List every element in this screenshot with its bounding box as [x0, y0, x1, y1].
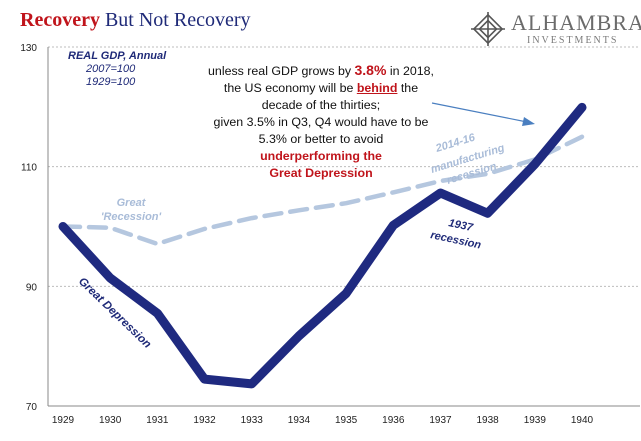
note-line3: decade of the thirties;	[261, 98, 381, 112]
note-line2-pre: the US economy will be	[223, 81, 357, 95]
series-line-great-recession	[60, 134, 585, 247]
note-line1-pre: unless real GDP grows by	[208, 64, 355, 78]
axes: 70 90 110 130 1929 1930 1931 1932 1933 1934 1935 19…	[20, 43, 640, 426]
recession-1937-line2: recession	[429, 229, 482, 251]
chart-title-part1: Recovery	[20, 9, 100, 31]
x-tick-label-1930: 1930	[99, 415, 122, 426]
chart-title: Recovery But Not Recovery	[20, 9, 250, 32]
series-line-great-depression	[58, 102, 587, 389]
chart-title-part2: But Not Recovery	[104, 9, 251, 31]
note-line1-post: in 2018,	[386, 64, 434, 78]
x-tick-label-1940: 1940	[571, 415, 594, 426]
brand-name: ALHAMBRA	[511, 10, 641, 35]
note-line2-emphasis: behind	[356, 81, 398, 95]
y-tick-label-90: 90	[26, 282, 38, 293]
recession-label-line1: Great	[117, 197, 147, 209]
x-tick-label-1929: 1929	[52, 415, 75, 426]
brand-logo-block: ALHAMBRA INVESTMENTS	[465, 8, 641, 50]
x-tick-label-1935: 1935	[335, 415, 358, 426]
series-description-line2: 2007=100	[86, 63, 136, 75]
brand-subtitle: INVESTMENTS	[527, 35, 619, 46]
y-tick-label-110: 110	[21, 163, 37, 174]
series-lines	[58, 102, 587, 389]
recession-label-line2: 'Recession'	[101, 211, 162, 223]
note-line2-post: the	[397, 81, 419, 95]
note-line4: given 3.5% in Q3, Q4 would have to be	[213, 115, 429, 129]
x-tick-label-1939: 1939	[524, 415, 547, 426]
y-tick-label-130: 130	[20, 43, 37, 54]
note-arrow-head	[522, 117, 535, 126]
gridlines	[48, 46, 640, 287]
y-tick-label-70: 70	[26, 402, 38, 413]
series-description-line1: REAL GDP, Annual	[68, 50, 167, 62]
note-line7: Great Depression	[269, 166, 373, 180]
x-tick-label-1934: 1934	[288, 415, 311, 426]
x-tick-label-1931: 1931	[146, 415, 169, 426]
x-tick-label-1938: 1938	[477, 415, 500, 426]
series-description: REAL GDP, Annual 2007=100 1929=100	[68, 50, 166, 89]
x-tick-label-1932: 1932	[193, 415, 216, 426]
series-description-line3: 1929=100	[86, 76, 136, 88]
x-tick-label-1937: 1937	[429, 415, 452, 426]
note-line5: 5.3% or better to avoid	[258, 132, 384, 146]
alhambra-logo-icon	[471, 12, 505, 46]
note-arrow	[431, 102, 528, 123]
note-line6: underperforming the	[260, 149, 382, 163]
note-line1-value: 3.8%	[354, 62, 387, 78]
x-tick-label-1936: 1936	[382, 415, 405, 426]
x-tick-label-1933: 1933	[241, 415, 264, 426]
recession-1937-line1: 1937	[447, 217, 474, 234]
chart-annotations: Great Depression Great 'Recession' 1937 …	[76, 102, 535, 351]
commentary-note: unless real GDP grows by 3.8% in 2018, t…	[190, 62, 452, 182]
